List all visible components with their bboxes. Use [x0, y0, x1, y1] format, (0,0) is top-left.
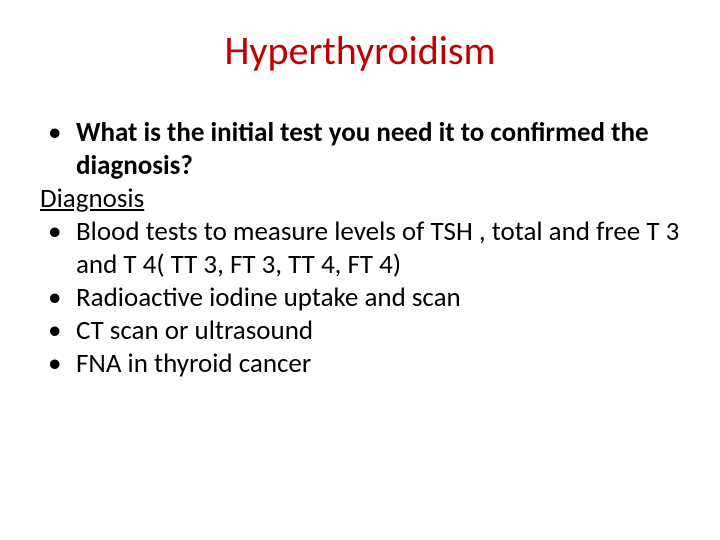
bullet-text: Blood tests to measure levels of TSH , t…	[76, 216, 680, 282]
bullet-text: FNA in thyroid cancer	[76, 348, 680, 381]
bullet-text: CT scan or ultrasound	[76, 315, 680, 348]
slide-container: Hyperthyroidism •What is the initial tes…	[0, 0, 720, 540]
bullet-item: •FNA in thyroid cancer	[40, 348, 680, 381]
bullet-dot-icon: •	[40, 348, 76, 381]
slide-title: Hyperthyroidism	[40, 26, 680, 75]
bullet-item: •What is the initial test you need it to…	[40, 117, 680, 183]
bullet-dot-icon: •	[40, 282, 76, 315]
bullet-item: •Blood tests to measure levels of TSH , …	[40, 216, 680, 282]
bullet-text: What is the initial test you need it to …	[76, 117, 680, 183]
bullet-item: •CT scan or ultrasound	[40, 315, 680, 348]
slide-content: •What is the initial test you need it to…	[40, 117, 680, 381]
subheading: Diagnosis	[40, 183, 680, 216]
bullet-text: Radioactive iodine uptake and scan	[76, 282, 680, 315]
bullet-item: •Radioactive iodine uptake and scan	[40, 282, 680, 315]
bullet-dot-icon: •	[40, 315, 76, 348]
bullet-dot-icon: •	[40, 216, 76, 282]
bullet-dot-icon: •	[40, 117, 76, 183]
